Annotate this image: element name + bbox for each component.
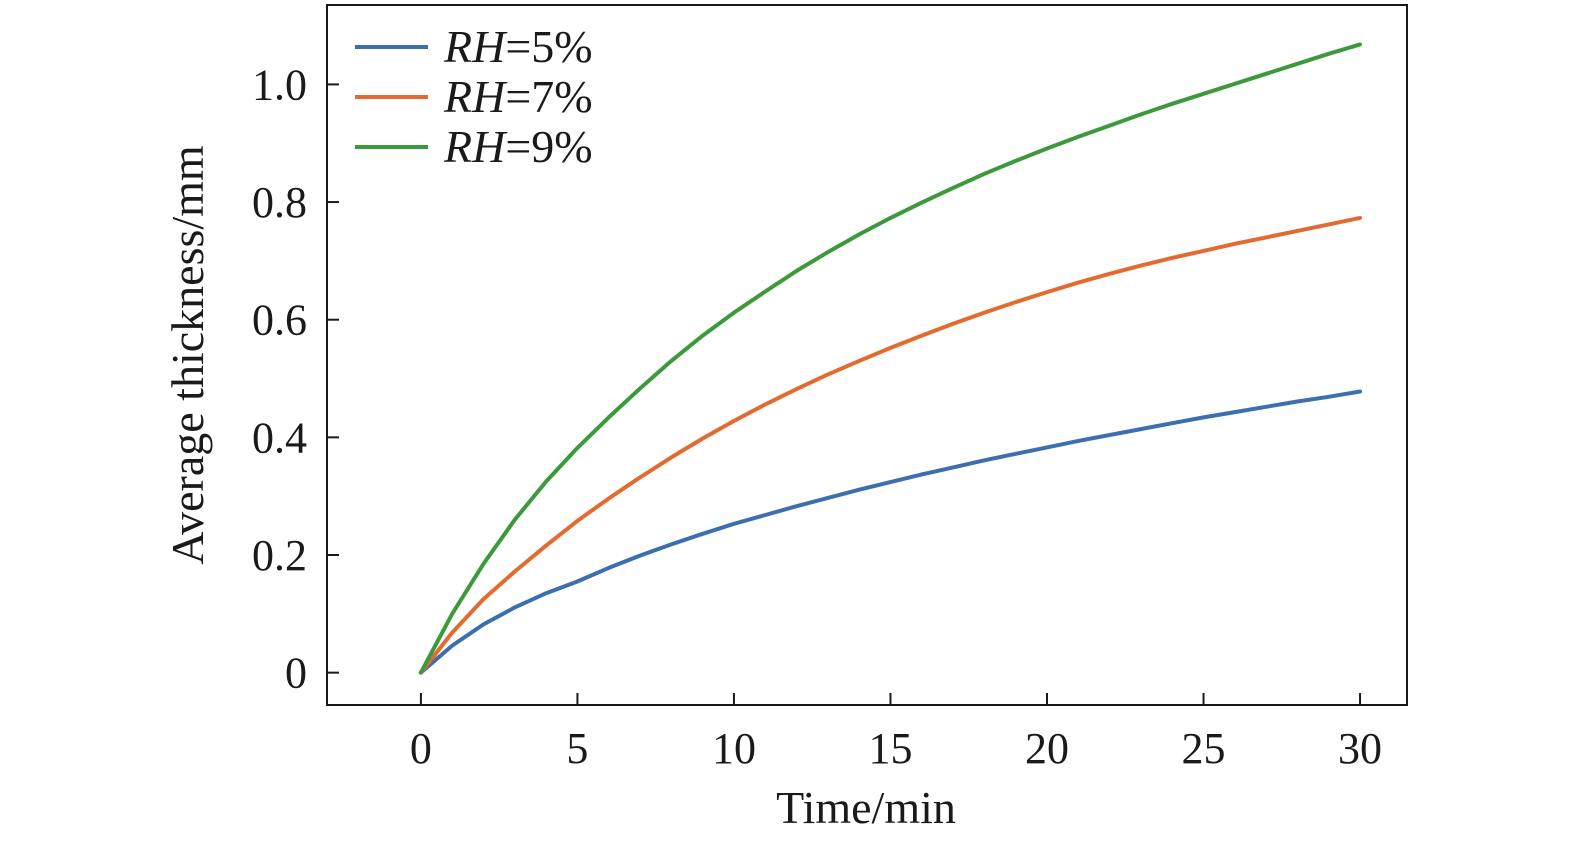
x-tick-label: 5 [566, 724, 588, 773]
y-tick-label: 0.4 [252, 413, 307, 462]
x-tick-label: 20 [1025, 724, 1069, 773]
plot-frame [326, 4, 1408, 706]
series-line-1 [418, 389, 1362, 675]
y-axis-label: Average thickness/mm [162, 145, 213, 565]
series-line-2 [418, 215, 1362, 675]
x-tick-label: 15 [868, 724, 912, 773]
legend-label-2: RH=7% [443, 71, 593, 122]
y-tick-label: 0.6 [252, 296, 307, 345]
y-tick-label: 0 [285, 649, 307, 698]
x-tick-label: 30 [1338, 724, 1382, 773]
x-tick-label: 25 [1182, 724, 1226, 773]
series-line-3 [418, 42, 1362, 675]
axes: 0 5 10 15 20 25 30 0 0.2 0.4 0.6 0.8 1.0 [252, 4, 1408, 773]
legend-label-1: RH=5% [443, 21, 593, 72]
x-tick-label: 0 [410, 724, 432, 773]
y-tick-label: 0.8 [252, 178, 307, 227]
plot-area [418, 42, 1362, 675]
legend: RH=5%RH=7%RH=9% [355, 21, 593, 172]
x-tick-label: 10 [712, 724, 756, 773]
legend-label-3: RH=9% [443, 121, 593, 172]
y-tick-label: 1.0 [252, 60, 307, 109]
y-tick-label: 0.2 [252, 531, 307, 580]
x-axis-label: Time/min [776, 782, 956, 833]
